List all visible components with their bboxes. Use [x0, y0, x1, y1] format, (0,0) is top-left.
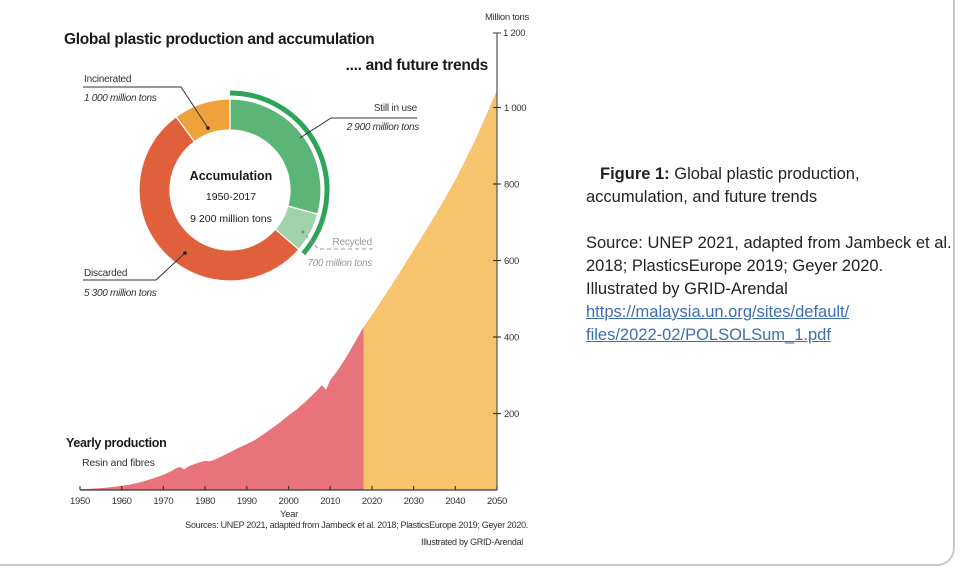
- x-tick-label: 1990: [237, 496, 257, 507]
- incinerated-label: Incinerated: [84, 74, 131, 85]
- y-tick-label: 800: [504, 180, 519, 191]
- caption-source: Source: UNEP 2021, adapted from Jambeck …: [586, 234, 952, 298]
- illustrated-by-note: Illustrated by GRID-Arendal: [421, 537, 523, 547]
- incinerated-dot: [206, 126, 210, 130]
- donut-center-period: 1950-2017: [206, 191, 256, 203]
- y-tick-label: 600: [504, 256, 519, 267]
- discarded-value: 5 300 million tons: [84, 288, 157, 299]
- x-tick-label: 2030: [404, 496, 424, 507]
- source-link-line-1: https://malaysia.un.org/sites/default/: [586, 303, 850, 321]
- source-link-line-2: files/2022-02/POLSOLSum_1.pdf: [586, 326, 831, 344]
- still-in-use-highlight-arc: [229, 90, 330, 256]
- x-tick-label: 1950: [70, 496, 90, 507]
- discarded-slice: [138, 115, 300, 282]
- yearly-production-label: Yearly production: [66, 436, 166, 450]
- donut-center-title: Accumulation: [190, 169, 273, 183]
- figure-label: Figure 1:: [600, 165, 670, 183]
- incinerated-leader-line: [83, 86, 209, 129]
- resin-fibres-label: Resin and fibres: [82, 457, 155, 469]
- still-in-use-leader-line: [299, 117, 417, 139]
- x-tick-label: 2000: [279, 496, 299, 507]
- discarded-label: Discarded: [84, 268, 127, 279]
- still-in-use-label: Still in use: [374, 103, 418, 114]
- recycled-leader-line: [302, 231, 373, 250]
- figure-caption: Figure 1: Global plastic production, acc…: [586, 163, 958, 347]
- x-tick-label: 1960: [112, 496, 132, 507]
- donut-chart: [138, 90, 330, 282]
- sources-note: Sources: UNEP 2021, adapted from Jambeck…: [185, 520, 528, 530]
- figure-title: Global plastic production, accumulation,…: [586, 165, 860, 206]
- callout-lines: [83, 86, 417, 281]
- still-in-use-value: 2 900 million tons: [346, 122, 420, 133]
- recycled-dot: [301, 230, 305, 234]
- trends-title: .... and future trends: [346, 57, 488, 74]
- chart-title: Global plastic production and accumulati…: [64, 31, 374, 48]
- recycled-label: Recycled: [332, 237, 372, 248]
- discarded-leader-line: [83, 252, 186, 281]
- x-axis-label: Year: [280, 509, 298, 520]
- projected-production-area: [363, 90, 497, 490]
- incinerated-value: 1 000 million tons: [84, 93, 157, 104]
- discarded-dot: [183, 251, 187, 255]
- source-link[interactable]: https://malaysia.un.org/sites/default/fi…: [586, 303, 849, 344]
- historical-production-area: [80, 327, 364, 490]
- y-tick-label: 200: [504, 409, 519, 420]
- y-tick-label: 1 000: [504, 103, 526, 114]
- x-tick-label: 2040: [445, 496, 465, 507]
- x-tick-label: 1980: [195, 496, 215, 507]
- y-tick-top-label: 1 200: [503, 28, 525, 39]
- y-axis-label: Million tons: [485, 12, 529, 23]
- y-tick-label: 400: [504, 333, 519, 344]
- x-tick-label: 2020: [362, 496, 382, 507]
- x-tick-label: 1970: [153, 496, 173, 507]
- axes: 1950 1960 1970 1980 1990 2000 2010 2020 2030 2040…: [70, 32, 527, 507]
- area-chart: [80, 90, 497, 490]
- x-tick-label: 2010: [320, 496, 340, 507]
- recycled-value: 700 million tons: [307, 258, 372, 269]
- x-tick-label: 2050: [487, 496, 507, 507]
- caption-title: Figure 1: Global plastic production, acc…: [586, 163, 958, 209]
- donut-center-total: 9 200 million tons: [190, 213, 272, 225]
